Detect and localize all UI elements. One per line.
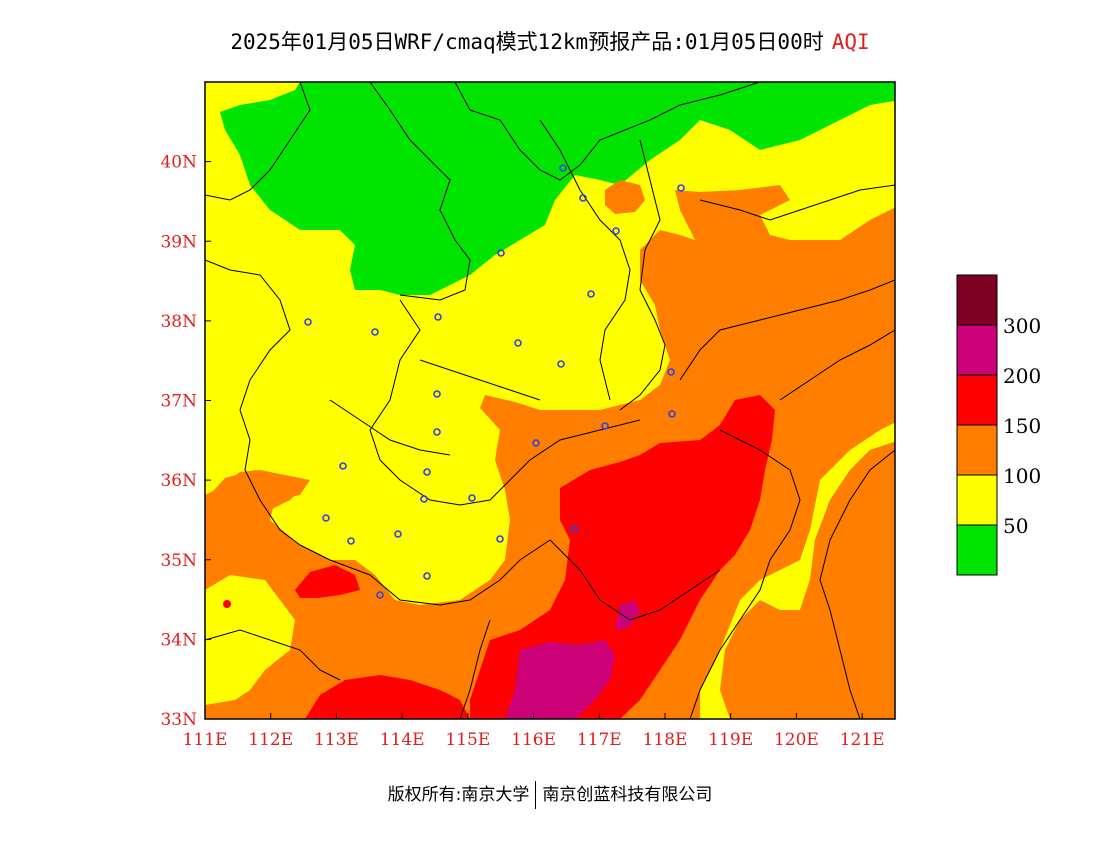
lon-tick-label: 117E xyxy=(577,730,622,750)
legend-color-box xyxy=(956,274,998,326)
city-marker xyxy=(394,530,402,538)
lon-tick-label: 112E xyxy=(248,730,293,750)
aqi-field xyxy=(205,82,895,719)
city-marker xyxy=(677,184,685,192)
aqi-zone-purple-small xyxy=(615,600,640,630)
footer-right: 南京创蓝科技有限公司 xyxy=(542,785,713,805)
longitude-axis: 111E 112E 113E 114E 115E 116E 117E 118E 119E 120E… xyxy=(183,713,885,750)
lon-tick-label: 116E xyxy=(511,730,556,750)
aqi-zone-purple xyxy=(505,640,615,719)
aqi-colorbar-legend: 50 100 150 200 300 xyxy=(956,274,1041,576)
city-marker xyxy=(668,410,676,418)
city-marker xyxy=(532,439,540,447)
legend-label: 200 xyxy=(1003,364,1041,388)
footer-left: 版权所有:南京大学 xyxy=(387,785,530,805)
aqi-zone-red-dot xyxy=(223,600,231,608)
lat-tick-label: 34N xyxy=(160,630,197,650)
city-marker xyxy=(420,495,428,503)
footer-separator xyxy=(535,781,537,809)
aqi-zone-red-west xyxy=(295,565,360,598)
legend-color-box xyxy=(956,324,998,376)
lon-tick-label: 118E xyxy=(643,730,688,750)
lat-tick-label: 37N xyxy=(160,392,197,412)
legend-label: 50 xyxy=(1003,514,1028,538)
lon-tick-label: 120E xyxy=(774,730,819,750)
lat-tick-label: 40N xyxy=(160,153,197,173)
legend-label: 150 xyxy=(1003,414,1041,438)
lon-tick-label: 119E xyxy=(708,730,753,750)
city-marker xyxy=(347,537,355,545)
city-marker xyxy=(434,313,442,321)
city-marker xyxy=(612,227,620,235)
city-marker xyxy=(559,164,567,172)
city-marker xyxy=(468,494,476,502)
city-marker xyxy=(423,572,431,580)
title-variable: AQI xyxy=(831,30,870,54)
city-marker xyxy=(339,462,347,470)
lon-tick-label: 121E xyxy=(840,730,885,750)
map-title: 2025年01月05日WRF/cmaq模式12km预报产品:01月05日00时 A… xyxy=(0,26,1100,56)
title-text: 2025年01月05日WRF/cmaq模式12km预报产品:01月05日00时 xyxy=(230,30,824,54)
legend-label: 300 xyxy=(1003,314,1041,338)
city-marker xyxy=(423,468,431,476)
lat-tick-label: 39N xyxy=(160,232,197,252)
city-marker xyxy=(497,249,505,257)
lat-tick-label: 35N xyxy=(160,551,197,571)
lat-tick-label: 36N xyxy=(160,471,197,491)
legend-color-box xyxy=(956,474,998,526)
city-marker xyxy=(376,591,384,599)
latitude-axis: 33N 34N 35N 36N 37N 38N 39N 40N xyxy=(160,153,211,730)
city-marker xyxy=(667,368,675,376)
aqi-zone-orange-east xyxy=(205,185,895,719)
legend-color-box xyxy=(956,424,998,476)
city-markers xyxy=(304,164,685,599)
lon-tick-label: 113E xyxy=(314,730,359,750)
lat-tick-label: 38N xyxy=(160,312,197,332)
legend-color-box xyxy=(956,524,998,576)
city-marker xyxy=(304,318,312,326)
city-marker xyxy=(601,422,609,430)
lon-tick-label: 115E xyxy=(445,730,490,750)
lon-tick-label: 111E xyxy=(183,730,228,750)
aqi-zone-red-southwest xyxy=(305,675,470,719)
admin-boundaries xyxy=(205,82,895,719)
aqi-zone-green-north xyxy=(205,82,895,295)
legend-label: 100 xyxy=(1003,464,1041,488)
aqi-zone-orange-ne xyxy=(605,180,645,214)
lon-tick-label: 114E xyxy=(380,730,425,750)
city-marker xyxy=(322,514,330,522)
city-marker xyxy=(433,390,441,398)
city-marker xyxy=(570,525,578,533)
city-marker xyxy=(514,339,522,347)
city-marker xyxy=(579,194,587,202)
aqi-zone-red-core xyxy=(470,395,775,719)
city-marker xyxy=(557,360,565,368)
legend-color-box xyxy=(956,374,998,426)
lat-tick-label: 33N xyxy=(160,710,197,730)
copyright-footer: 版权所有:南京大学 南京创蓝科技有限公司 xyxy=(0,780,1100,809)
aqi-zone-orange-west xyxy=(205,470,300,575)
city-marker xyxy=(587,290,595,298)
city-marker xyxy=(496,535,504,543)
city-marker xyxy=(433,428,441,436)
city-marker xyxy=(371,328,379,336)
